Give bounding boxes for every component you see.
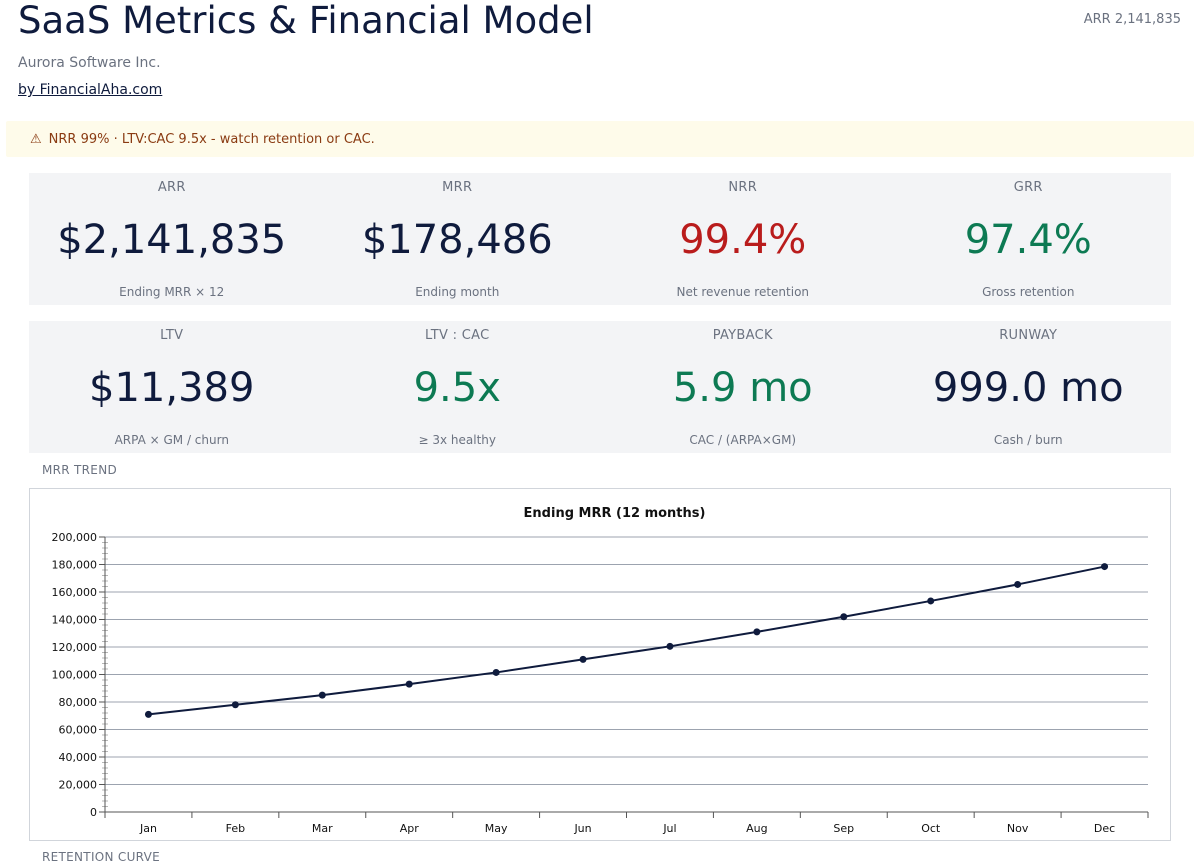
kpi-value: 9.5x [413,365,501,411]
mrr-data-point [318,691,326,699]
y-tick-label: 160,000 [52,586,98,599]
page-title: SaaS Metrics & Financial Model [18,0,594,42]
x-tick-label: Jun [573,822,591,835]
y-tick-label: 40,000 [59,751,98,764]
kpi-card-payback: PAYBACK 5.9 mo CAC / (ARPA×GM) [600,321,886,453]
mrr-chart-svg: Ending MRR (12 months) 0 20,000 40,000 60,00… [52,506,1149,835]
x-tick-label: Feb [226,822,245,835]
x-tick-label: Jul [662,822,676,835]
mrr-data-point [840,613,848,621]
kpi-value: 5.9 mo [672,365,813,411]
section-label-mrr-trend: MRR TREND [42,463,118,477]
alert-text: NRR 99% · LTV:CAC 9.5x - watch retention… [48,131,375,147]
y-tick-label: 120,000 [52,641,98,654]
x-tick-label: Nov [1007,822,1029,835]
y-tick-label: 20,000 [59,779,98,792]
x-tick-label: Oct [921,822,941,835]
mrr-data-point [666,642,674,650]
kpi-value: $2,141,835 [57,217,287,263]
y-tick-label: 100,000 [52,669,98,682]
mrr-data-point [1014,580,1022,588]
y-tick-label: 0 [90,806,97,819]
kpi-card-grr: GRR 97.4% Gross retention [886,173,1172,305]
x-tick-label: Aug [746,822,767,835]
mrr-data-point [1101,563,1109,571]
kpi-card-arr: ARR $2,141,835 Ending MRR × 12 [29,173,315,305]
kpi-label: GRR [1013,180,1043,195]
kpi-sub: Net revenue retention [676,285,810,299]
kpi-value: $11,389 [89,365,255,411]
kpi-value: $178,486 [361,217,553,263]
y-tick-label: 80,000 [59,696,98,709]
kpi-sub: ARPA × GM / churn [114,433,229,447]
mrr-chart: Ending MRR (12 months) 0 20,000 40,000 60,00… [29,488,1171,841]
byline-link[interactable]: by FinancialAha.com [18,82,163,98]
kpi-sub: ≥ 3x healthy [418,433,496,447]
kpi-card-nrr: NRR 99.4% Net revenue retention [600,173,886,305]
kpi-label: MRR [442,180,473,195]
kpi-card-mrr: MRR $178,486 Ending month [315,173,601,305]
mrr-data-point [405,680,413,688]
kpi-sub: Gross retention [982,285,1075,299]
alert-banner: ⚠ NRR 99% · LTV:CAC 9.5x - watch retenti… [6,121,1194,157]
kpi-card-ltv-cac: LTV : CAC 9.5x ≥ 3x healthy [315,321,601,453]
kpi-label: RUNWAY [999,328,1058,343]
kpi-label: NRR [728,180,758,195]
y-tick-label: 200,000 [52,531,98,544]
section-label-retention-curve: RETENTION CURVE [42,850,161,864]
kpi-sub: Cash / burn [993,433,1063,447]
x-tick-label: Apr [400,822,420,835]
kpi-sub: CAC / (ARPA×GM) [689,433,797,447]
x-tick-label: Mar [312,822,333,835]
kpi-row-primary: ARR $2,141,835 Ending MRR × 12 MRR $178,… [29,173,1171,305]
kpi-value: 99.4% [679,217,807,263]
mrr-data-point [927,597,935,605]
y-tick-label: 140,000 [52,614,98,627]
y-tick-label: 180,000 [52,559,98,572]
kpi-sub: Ending MRR × 12 [119,285,225,299]
kpi-label: LTV [160,328,184,343]
mrr-series-line [148,565,1105,716]
x-tick-label: Jan [139,822,157,835]
company-name: Aurora Software Inc. [18,55,161,71]
kpi-label: LTV : CAC [425,328,490,343]
kpi-row-secondary: LTV $11,389 ARPA × GM / churn LTV : CAC … [29,321,1171,453]
kpi-value: 97.4% [964,217,1092,263]
x-tick-label: Sep [833,822,854,835]
mrr-data-point [492,668,500,676]
kpi-label: ARR [157,180,186,195]
arr-summary: ARR 2,141,835 [1083,12,1181,27]
mrr-data-point [579,655,587,663]
x-tick-label: Dec [1094,822,1115,835]
kpi-value: 999.0 mo [932,365,1124,411]
x-tick-label: May [485,822,508,835]
kpi-sub: Ending month [415,285,500,299]
mrr-data-point [144,710,152,718]
kpi-card-ltv: LTV $11,389 ARPA × GM / churn [29,321,315,453]
kpi-card-runway: RUNWAY 999.0 mo Cash / burn [886,321,1172,453]
chart-title: Ending MRR (12 months) [524,506,706,521]
mrr-data-point [231,701,239,709]
mrr-data-point [753,628,761,636]
y-tick-label: 60,000 [59,724,98,737]
kpi-label: PAYBACK [712,328,773,343]
warning-icon: ⚠ [30,131,42,147]
